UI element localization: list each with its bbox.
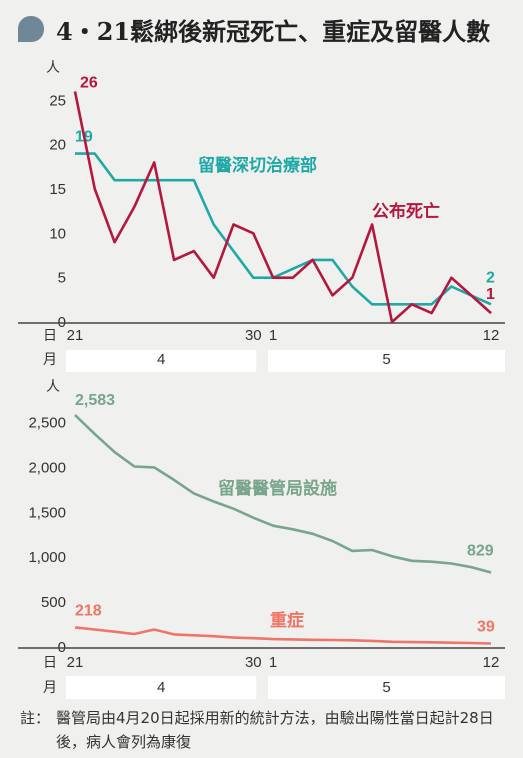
x-tick-label: 21 bbox=[67, 327, 84, 344]
data-label-end: 829 bbox=[467, 543, 494, 560]
series-line bbox=[74, 626, 492, 645]
month-label: 5 bbox=[382, 351, 390, 368]
x-axis-day-label: 日 bbox=[43, 328, 57, 344]
y-axis-unit-label: 人 bbox=[46, 379, 60, 395]
x-tick-label: 1 bbox=[269, 327, 277, 344]
y-tick-label: 1,500 bbox=[28, 504, 66, 521]
y-tick-label: 5 bbox=[58, 270, 66, 287]
data-label-end: 39 bbox=[477, 618, 495, 635]
x-tick-label: 30 bbox=[245, 327, 262, 344]
y-tick-label: 500 bbox=[41, 594, 66, 611]
data-label-start: 2,583 bbox=[75, 392, 115, 409]
month-label: 4 bbox=[157, 351, 165, 368]
footnote-text: 醫管局由4月20日起採用新的統計方法，由驗出陽性當日起計28日後，病人會列為康復 bbox=[56, 709, 494, 751]
y-tick-label: 2,500 bbox=[28, 414, 66, 431]
month-label: 5 bbox=[382, 679, 390, 696]
series-line bbox=[73, 91, 492, 324]
y-tick-label: 1,000 bbox=[28, 549, 66, 566]
chart-title: 4‧21鬆綁後新冠死亡、重症及留醫人數 bbox=[56, 17, 491, 46]
footnote: 註： 醫管局由4月20日起採用新的統計方法，由驗出陽性當日起計28日後，病人會列… bbox=[20, 706, 515, 754]
data-label-end: 2 bbox=[486, 269, 495, 286]
month-band bbox=[268, 676, 505, 699]
series-name-label: 留醫醫管局設施 bbox=[218, 478, 337, 499]
month-band bbox=[66, 676, 257, 699]
month-label: 4 bbox=[157, 679, 165, 696]
x-axis-month-label: 月 bbox=[43, 680, 57, 696]
series-name-label: 公布死亡 bbox=[372, 201, 440, 222]
month-band bbox=[66, 350, 257, 372]
series-name-label: 留醫深切治療部 bbox=[198, 155, 317, 176]
data-label-start: 218 bbox=[75, 602, 102, 619]
series-line bbox=[75, 152, 492, 306]
series-line bbox=[74, 414, 492, 574]
y-tick-label: 2,000 bbox=[28, 459, 66, 476]
x-tick-label: 12 bbox=[483, 327, 500, 344]
x-tick-label: 12 bbox=[483, 654, 500, 671]
data-label-end: 1 bbox=[486, 286, 495, 303]
chart-canvas: 人0510152025日2130112月45留醫深切治療部192公布死亡261人… bbox=[18, 60, 505, 699]
x-tick-label: 21 bbox=[67, 654, 84, 671]
y-tick-label: 10 bbox=[49, 225, 66, 242]
x-tick-label: 30 bbox=[245, 654, 262, 671]
data-label-start: 26 bbox=[80, 75, 98, 92]
y-tick-label: 25 bbox=[49, 92, 66, 109]
y-tick-label: 20 bbox=[49, 137, 66, 154]
speech-bubble-icon bbox=[18, 16, 44, 42]
y-tick-label: 15 bbox=[49, 181, 66, 198]
x-tick-label: 1 bbox=[269, 654, 277, 671]
x-axis-month-label: 月 bbox=[43, 352, 57, 368]
y-axis-unit-label: 人 bbox=[46, 60, 60, 76]
footnote-marker: 註： bbox=[20, 709, 51, 727]
x-axis-day-label: 日 bbox=[43, 655, 57, 671]
header: 4‧21鬆綁後新冠死亡、重症及留醫人數 bbox=[0, 0, 523, 58]
series-name-label: 重症 bbox=[270, 610, 304, 631]
month-band bbox=[268, 350, 505, 372]
